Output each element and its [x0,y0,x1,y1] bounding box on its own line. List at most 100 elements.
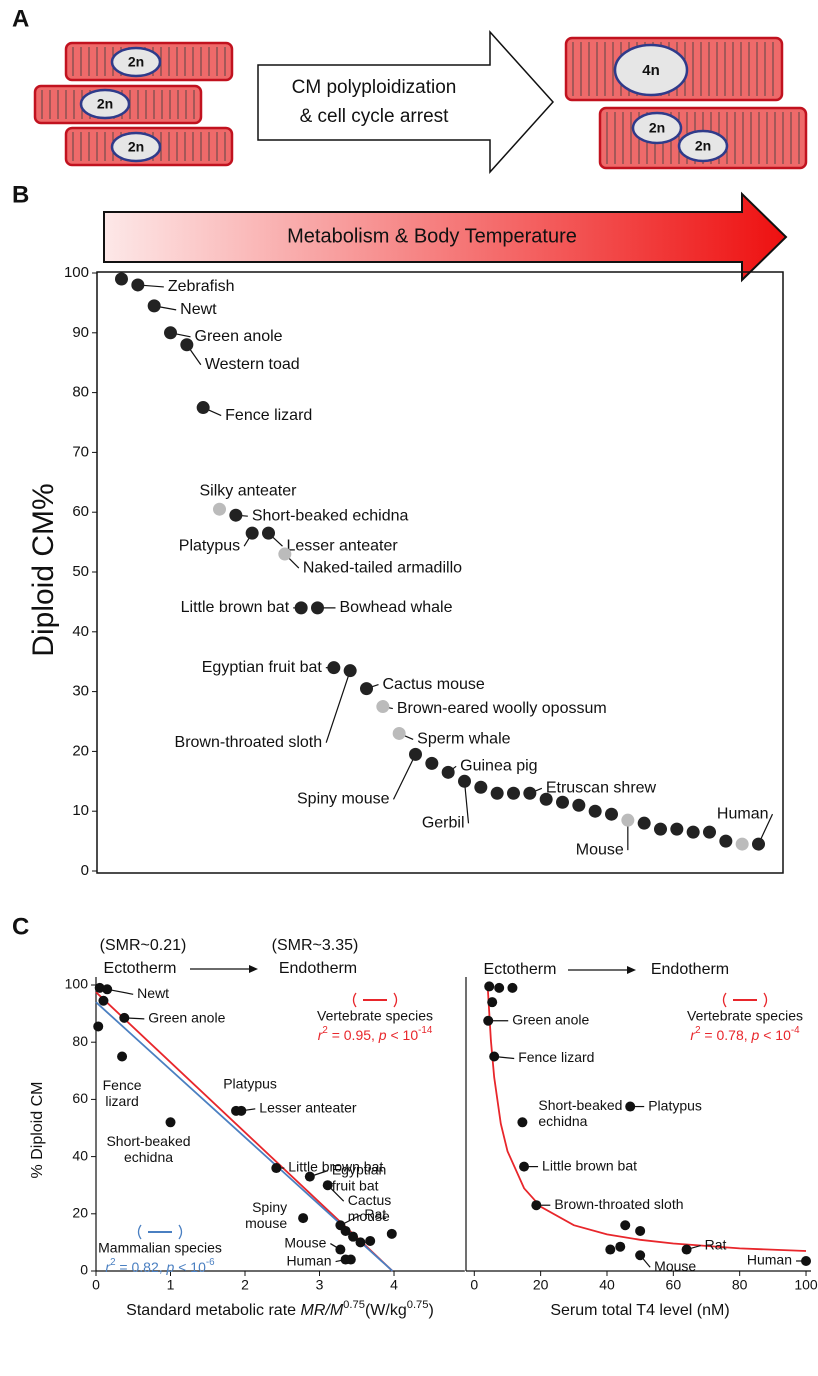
legend-paren [722,992,727,1008]
nucleus [613,43,689,97]
point-label: Egyptian fruit bat [202,659,323,676]
text-segment: 2 [110,1257,115,1268]
nucleus [110,131,162,163]
point-label: Little brown bat [542,1157,637,1173]
data-point [625,1101,636,1112]
smr-annotation: (SMR~3.35) [272,937,359,954]
data-point [102,984,113,995]
point-label: fruit bat [332,1177,379,1193]
text-segment: (W/kg [365,1302,407,1319]
panel-label: B [12,181,29,208]
text-segment: -14 [418,1025,433,1036]
point-label: Brown-throated sloth [554,1196,683,1212]
point-label: Green anole [195,328,283,345]
point-label: Fence lizard [518,1049,594,1065]
point-label: Short-beaked [106,1133,190,1149]
gradient-arrow-label: Metabolism & Body Temperature [287,225,577,247]
point-label: Human [747,1252,792,1268]
transition-arrowhead [627,966,636,974]
text-segment: p [751,1027,760,1043]
data-point [801,1255,812,1266]
nucleus-label: 4n [642,62,660,79]
data-point [271,1163,282,1174]
nucleus-label: 2n [97,96,113,112]
y-axis-label: % Diploid CM [29,1082,46,1179]
point-label: Green anole [512,1011,589,1027]
point-label: echidna [124,1149,173,1165]
point-label: Cactus [348,1192,392,1208]
point-label: Spiny mouse [297,791,390,808]
legend-paren [393,992,398,1008]
y-tick-label: 40 [72,1147,88,1163]
point-label: Naked-tailed armadillo [303,559,462,576]
legend-paren [178,1224,183,1240]
data-point [517,1117,528,1128]
y-tick-label: 20 [72,742,89,759]
point-label: Zebrafish [168,278,235,295]
y-tick-label: 90 [72,324,89,341]
data-point [670,822,684,836]
data-point [392,726,406,740]
data-point [458,774,471,788]
data-point [98,995,109,1006]
ectotherm-label: Ectotherm [484,961,557,978]
point-label: Cactus mouse [383,676,485,693]
y-tick-label: 100 [64,264,89,281]
data-point [147,299,161,313]
legend-stats: r2 = 0.82, p < 10-6 [105,1257,215,1275]
point-label: Brown-throated sloth [175,734,323,751]
point-label: Platypus [223,1076,277,1092]
data-point [735,837,749,851]
point-label: Spiny [252,1199,287,1215]
data-point [229,508,243,522]
data-point [360,682,373,696]
text-segment: 2 [695,1025,700,1036]
text-segment: 0.75 [343,1299,365,1311]
text-segment: = 0.82, [116,1259,167,1275]
x-tick-label: 3 [316,1277,324,1293]
point-label: Human [286,1252,331,1268]
data-point [94,982,105,993]
panel-label: A [12,5,29,32]
data-point [441,765,455,779]
x-tick-label: 4 [390,1277,398,1293]
data-point [752,837,765,851]
point-label: Little brown bat [288,1159,383,1175]
text-segment: = 0.78, [701,1027,752,1043]
y-tick-label: 70 [72,443,89,460]
y-tick-label: 30 [72,683,89,700]
label-connector [392,754,417,800]
point-label: Etruscan shrew [546,779,657,796]
data-point [615,1241,626,1252]
nucleus-label: 2n [128,54,144,70]
data-point [620,1220,631,1231]
point-label: Short-beaked echidna [252,507,409,524]
x-tick-label: 20 [533,1277,549,1293]
text-segment: 0.75 [407,1299,429,1311]
data-point [621,813,635,827]
point-label: Green anole [148,1010,225,1026]
text-segment: 2 [322,1025,327,1036]
point-label: Rat [705,1236,727,1252]
point-label: echidna [538,1113,587,1129]
data-point [490,786,504,800]
y-axis-label: Diploid CM% [27,483,60,656]
data-point [165,1117,176,1128]
nucleus [677,129,729,163]
endotherm-label: Endotherm [651,961,729,978]
data-point [719,834,733,848]
data-point [304,1171,315,1182]
text-segment: < 10 [759,1027,791,1043]
point-label: Short-beaked [538,1097,622,1113]
data-point [637,816,651,830]
data-point [605,807,618,821]
point-label: Mouse [284,1234,326,1250]
text-segment: -6 [206,1257,215,1268]
nucleus-label: 2n [128,139,144,155]
data-point [236,1105,247,1116]
y-tick-label: 100 [65,976,89,992]
x-tick-label: 1 [167,1277,175,1293]
text-segment: = 0.95, [328,1027,379,1043]
data-point [489,1051,500,1062]
